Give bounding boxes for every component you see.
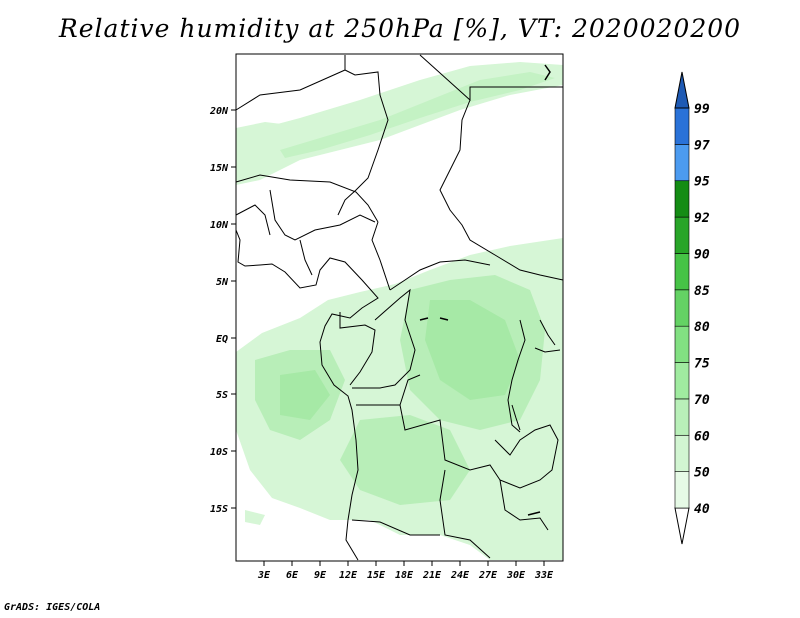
colorbar: 40 50 60 70 75 80 85 90 92 95 97 99 <box>674 71 710 545</box>
lon-tick-label: 3E <box>257 570 271 581</box>
colorbar-label: 92 <box>694 211 710 226</box>
country-borders <box>235 54 564 561</box>
colorbar-label: 90 <box>694 247 710 262</box>
colorbar-segment <box>674 362 690 400</box>
lon-tick-label: 12E <box>339 570 358 581</box>
colorbar-label: 50 <box>694 466 710 481</box>
colorbar-segment <box>674 507 690 545</box>
colorbar-label: 97 <box>694 138 710 153</box>
lat-tick-label: 10S <box>210 447 228 458</box>
colorbar-label: 75 <box>694 357 710 372</box>
lon-tick-label: 27E <box>478 570 498 581</box>
colorbar-label: 80 <box>694 320 710 335</box>
lat-tick-label: 15S <box>210 504 228 515</box>
axis-ticks <box>231 109 545 566</box>
colorbar-label: 40 <box>694 502 710 517</box>
colorbar-segment <box>674 471 690 509</box>
footer-credit: GrADS: IGES/COLA <box>4 602 101 613</box>
lon-tick-label: 21E <box>422 570 442 581</box>
colorbar-label: 70 <box>694 393 710 408</box>
lat-tick-label: 5S <box>216 390 228 401</box>
lake-shapes <box>419 64 551 516</box>
lon-tick-label: 30E <box>506 570 526 581</box>
colorbar-segment <box>674 398 690 436</box>
colorbar-segment <box>674 180 690 218</box>
coastline-west-africa <box>235 229 379 561</box>
humidity-field <box>236 62 563 560</box>
colorbar-label: 85 <box>694 284 710 299</box>
colorbar-label: 95 <box>694 175 710 190</box>
colorbar-segment <box>674 107 690 145</box>
lon-tick-label: 15E <box>367 570 386 581</box>
map-title: Relative humidity at 250hPa [%], VT: 202… <box>58 14 742 43</box>
colorbar-segment <box>674 253 690 291</box>
lon-tick-label: 6E <box>286 570 299 581</box>
colorbar-segment <box>674 325 690 363</box>
colorbar-label: 60 <box>694 429 710 444</box>
lat-tick-label: 5N <box>216 277 229 288</box>
lat-tick-label: EQ <box>216 334 228 345</box>
colorbar-segment <box>674 71 690 109</box>
colorbar-label: 99 <box>694 102 710 117</box>
lat-tick-label: 15N <box>210 163 229 174</box>
lon-tick-label: 9E <box>314 570 327 581</box>
lon-tick-label: 24E <box>450 570 470 581</box>
border-central <box>235 189 491 389</box>
colorbar-segment <box>674 144 690 182</box>
border-great-lakes <box>507 319 561 433</box>
colorbar-segment <box>674 289 690 327</box>
lat-tick-label: 10N <box>210 220 229 231</box>
lon-tick-label: 33E <box>534 570 554 581</box>
border-north <box>235 54 564 281</box>
lon-tick-label: 18E <box>395 570 414 581</box>
colorbar-segment <box>674 434 690 472</box>
lat-tick-label: 20N <box>209 106 229 117</box>
colorbar-segment <box>674 216 690 254</box>
border-south <box>351 374 559 559</box>
map-frame <box>235 53 564 562</box>
